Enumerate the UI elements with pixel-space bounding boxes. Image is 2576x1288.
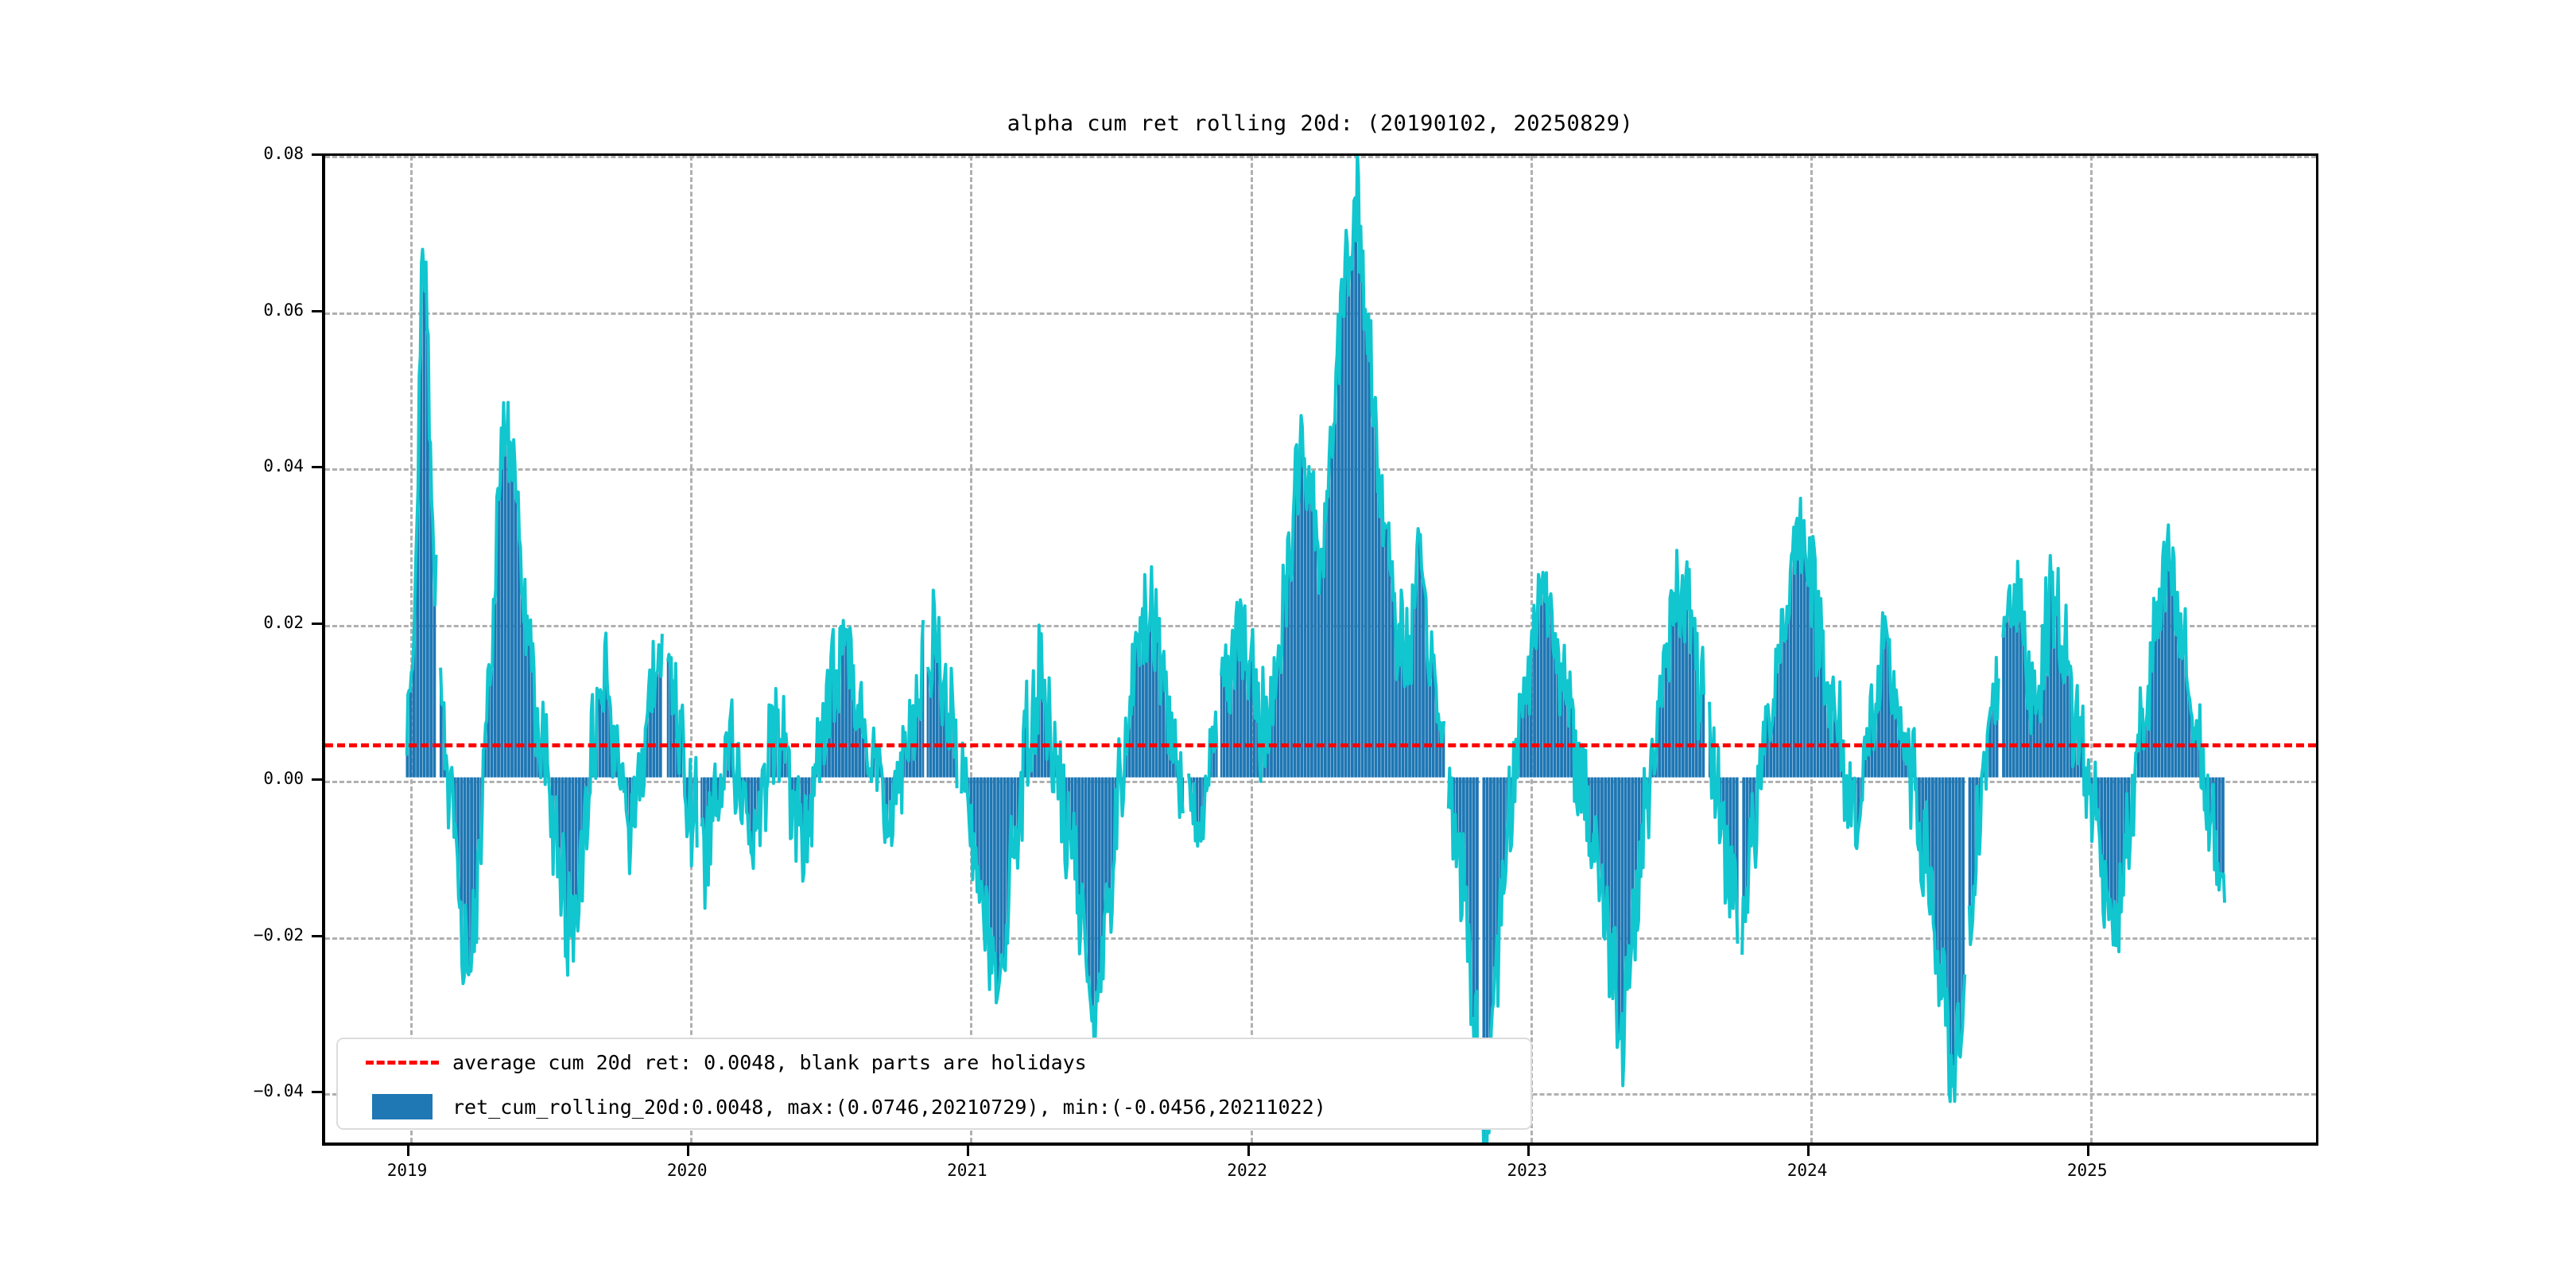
x-axis-tick-label: 2019 (386, 1161, 428, 1180)
gridline-vertical (2090, 156, 2093, 1143)
x-axis-tick-mark (687, 1146, 690, 1156)
series-line (405, 156, 2227, 1143)
y-axis-tick-label: −0.04 (253, 1081, 304, 1101)
gridline-vertical (410, 156, 413, 1143)
x-axis-tick-label: 2022 (1227, 1161, 1267, 1180)
x-axis-tick-label: 2020 (666, 1161, 708, 1180)
y-axis-tick-mark (312, 1091, 322, 1094)
y-axis-tick-mark (312, 622, 322, 625)
x-axis-tick-label: 2024 (1787, 1161, 1828, 1180)
average-reference-line (325, 743, 2316, 747)
x-axis-tick-mark (1527, 1146, 1530, 1156)
y-axis-tick-mark (312, 466, 322, 469)
red-dashed-line-icon (366, 1060, 439, 1065)
y-axis-tick-label: −0.02 (253, 925, 304, 945)
x-axis-tick-label: 2023 (1507, 1161, 1548, 1180)
x-axis-tick-mark (2087, 1146, 2090, 1156)
line-series (405, 156, 2227, 1143)
y-axis-tick-label: 0.00 (263, 769, 304, 789)
legend-label-average: average cum 20d ret: 0.0048, blank parts… (452, 1050, 1087, 1074)
gridline-horizontal (325, 156, 2316, 158)
y-axis-tick-mark (312, 153, 322, 156)
gridline-vertical (970, 156, 973, 1143)
plot-area (322, 153, 2318, 1146)
gridline-horizontal (325, 781, 2316, 784)
legend-label-bar-series: ret_cum_rolling_20d:0.0048, max:(0.0746,… (452, 1095, 1326, 1119)
x-axis-tick-mark (1807, 1146, 1810, 1156)
legend-item-bar-series: ret_cum_rolling_20d:0.0048, max:(0.0746,… (338, 1084, 1530, 1130)
gridline-vertical (690, 156, 693, 1143)
series-canvas (405, 156, 2227, 1143)
x-axis-tick-mark (407, 1146, 409, 1156)
y-axis-tick-label: 0.06 (263, 300, 304, 320)
legend-dash-handle (352, 1060, 452, 1065)
x-axis-tick-mark (967, 1146, 970, 1156)
y-axis-tick-mark (312, 778, 322, 782)
plot-inner (325, 156, 2316, 1143)
chart-legend: average cum 20d ret: 0.0048, blank parts… (336, 1038, 1532, 1130)
y-axis-tick-label: 0.04 (263, 456, 304, 476)
chart-title: alpha cum ret rolling 20d: (20190102, 20… (1007, 111, 1634, 136)
blue-bar-swatch-icon (372, 1094, 433, 1119)
bar-series (405, 177, 2225, 1143)
x-axis-tick-label: 2021 (947, 1161, 987, 1180)
gridline-horizontal (325, 312, 2316, 315)
legend-item-average: average cum 20d ret: 0.0048, blank parts… (338, 1039, 1530, 1085)
x-axis-tick-label: 2025 (2066, 1161, 2108, 1180)
y-axis-tick-label: 0.08 (263, 144, 304, 163)
y-axis-tick-label: 0.02 (263, 612, 304, 632)
gridline-horizontal (325, 937, 2316, 940)
y-axis-tick-mark (312, 309, 322, 312)
gridline-horizontal (325, 468, 2316, 471)
legend-swatch-handle (352, 1094, 452, 1119)
x-axis-tick-mark (1247, 1146, 1250, 1156)
y-axis-tick-mark (312, 934, 322, 937)
